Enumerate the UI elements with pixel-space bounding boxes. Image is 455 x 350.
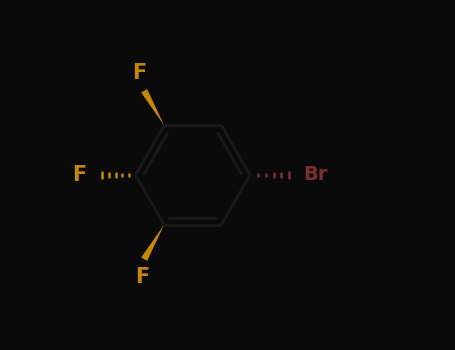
Text: F: F xyxy=(132,63,147,83)
Text: F: F xyxy=(73,165,87,185)
Polygon shape xyxy=(141,89,164,125)
Text: F: F xyxy=(135,267,150,287)
Text: Br: Br xyxy=(303,165,328,184)
Polygon shape xyxy=(141,225,164,261)
